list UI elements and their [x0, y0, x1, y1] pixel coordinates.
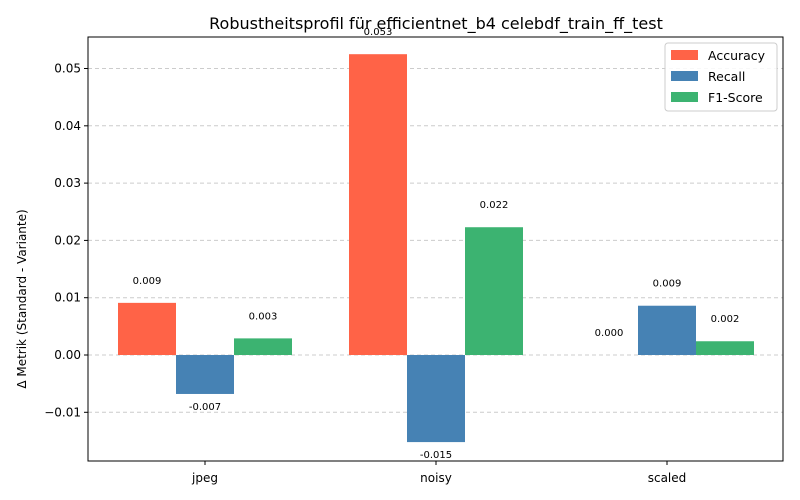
y-tick-label: 0.03 — [54, 176, 81, 190]
data-label: -0.015 — [420, 450, 452, 461]
data-label: 0.003 — [249, 311, 278, 322]
y-tick-label: 0.00 — [54, 348, 81, 362]
legend: Accuracy Recall F1-Score — [664, 42, 778, 112]
bar-accuracy — [118, 302, 176, 355]
data-label: 0.053 — [364, 27, 393, 38]
data-labels: 0.009 0.053 0.000 -0.007 -0.015 0.009 0.003 0.0… — [133, 27, 740, 461]
legend-swatch — [671, 50, 698, 60]
data-label: 0.009 — [653, 279, 682, 290]
bar-recall — [176, 355, 234, 394]
legend-label: F1-Score — [708, 90, 763, 105]
data-label: -0.007 — [189, 402, 221, 413]
x-tick-label: jpeg — [191, 471, 218, 485]
data-label: 0.002 — [711, 314, 740, 325]
chart-title: Robustheitsprofil für efficientnet_b4 ce… — [209, 14, 663, 34]
data-label: 0.009 — [133, 276, 162, 287]
bar-f1-score — [696, 341, 754, 355]
y-tick-label: −0.01 — [44, 405, 81, 419]
bar-recall — [638, 305, 696, 355]
legend-label: Recall — [708, 69, 745, 84]
bar-f1-score — [234, 338, 292, 355]
y-tick-label: 0.04 — [54, 119, 81, 133]
legend-label: Accuracy — [708, 48, 766, 63]
y-axis-label: Δ Metrik (Standard - Variante) — [15, 209, 29, 388]
bar-recall — [407, 355, 465, 443]
axis-ticks: −0.01 0.00 0.01 0.02 0.03 0.04 0.05 jpeg noisy sc… — [44, 62, 686, 485]
bar-f1-score — [465, 227, 523, 355]
y-tick-label: 0.05 — [54, 62, 81, 76]
x-tick-label: scaled — [648, 471, 687, 485]
bar-accuracy — [349, 54, 407, 356]
y-tick-label: 0.02 — [54, 233, 81, 247]
bars — [118, 54, 754, 443]
data-label: 0.000 — [595, 328, 624, 339]
legend-swatch — [671, 71, 698, 81]
y-tick-label: 0.01 — [54, 291, 81, 305]
data-label: 0.022 — [480, 200, 509, 211]
x-tick-label: noisy — [420, 471, 452, 485]
legend-swatch — [671, 92, 698, 102]
